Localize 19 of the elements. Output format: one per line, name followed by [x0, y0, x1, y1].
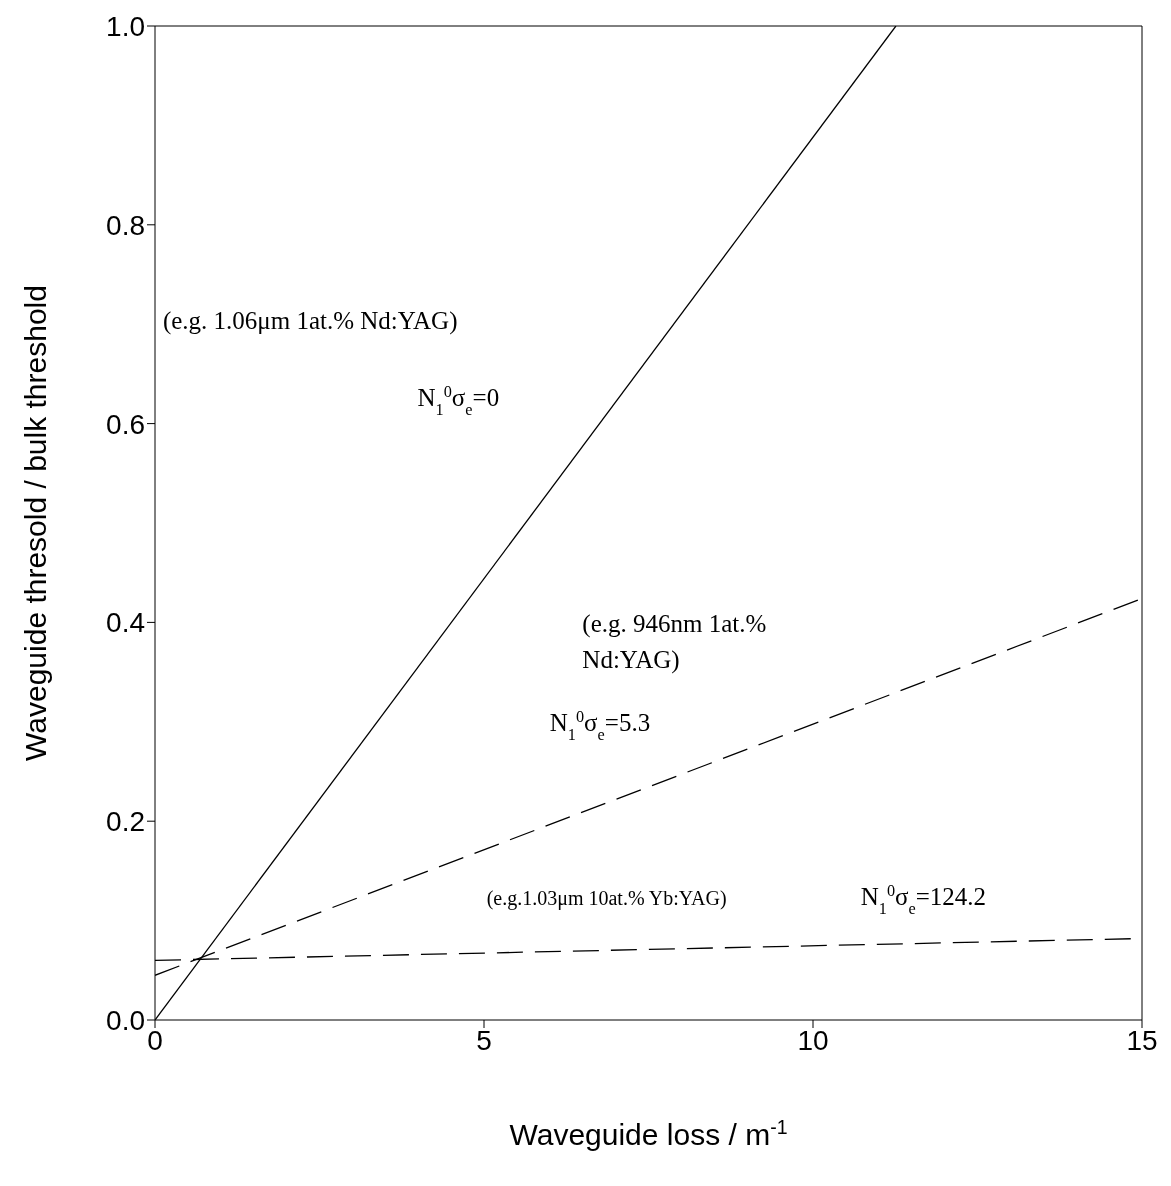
y-tick-label: 0.6	[106, 408, 145, 440]
x-tick-label: 15	[1126, 1024, 1158, 1056]
annotation: N$_{1}$$^{0}$σ$_{e}$=0	[417, 382, 500, 419]
x-tick-label: 10	[797, 1024, 829, 1056]
x-tick-label: 0	[147, 1024, 163, 1056]
y-tick-label: 1.0	[106, 10, 145, 42]
y-tick-label: 0.4	[106, 607, 145, 639]
annotation: N$_{1}$$^{0}$σ$_{e}$=124.2	[860, 881, 987, 918]
x-tick-label: 5	[476, 1024, 492, 1056]
annotation: (e.g. 1.06μm 1at.% Nd:YAG)	[162, 307, 458, 336]
y-tick-label: 0.0	[106, 1004, 145, 1036]
y-tick-label: 0.8	[106, 209, 145, 241]
y-tick-label: 0.2	[106, 806, 145, 838]
annotation: (e.g. 946nm 1at.%	[582, 610, 767, 639]
x-axis-title: Waveguide loss / m$^{-1}$	[509, 1116, 788, 1151]
annotation: Nd:YAG)	[582, 646, 680, 675]
annotation: (e.g.1.03μm 10at.% Yb:YAG)	[486, 886, 727, 910]
y-axis-title: Waveguide thresold / bulk threshold	[18, 285, 52, 761]
annotation: N$_{1}$$^{0}$σ$_{e}$=5.3	[549, 707, 651, 744]
